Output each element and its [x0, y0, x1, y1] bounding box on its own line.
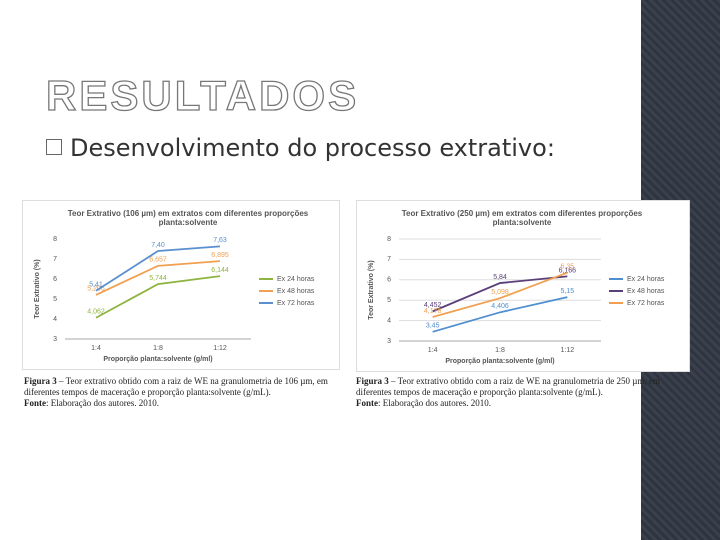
source-text: : Elaboração dos autores. 2010.: [46, 398, 159, 408]
x-axis-label: Proporção planta:solvente (g/ml): [445, 358, 554, 365]
data-label: 5,098: [491, 289, 509, 296]
y-tick-label: 3: [387, 338, 391, 345]
data-label: 4,452: [424, 302, 442, 309]
caption-text: – Teor extrativo obtido com a raiz de WE…: [356, 376, 660, 397]
data-label: 3,45: [426, 323, 440, 330]
data-label: 6,144: [211, 267, 229, 274]
x-axis-label: Proporção planta:solvente (g/ml): [103, 356, 212, 363]
caption-text: – Teor extrativo obtido com a raiz de WE…: [24, 376, 328, 397]
caption: Figura 3 – Teor extrativo obtido com a r…: [24, 376, 334, 409]
data-label: 5,744: [149, 275, 167, 282]
y-tick-label: 8: [387, 236, 391, 243]
chart: Teor Extrativo (250 µm) em extratos com …: [356, 200, 690, 372]
data-label: 5,206: [87, 286, 105, 293]
data-label: 6,166: [559, 267, 577, 274]
slide-title: RESULTADOS: [45, 71, 360, 119]
y-axis-label: Teor Extrativo (%): [34, 259, 41, 318]
caption: Figura 3 – Teor extrativo obtido com a r…: [356, 376, 686, 409]
data-label: 5,15: [561, 288, 575, 295]
y-tick-label: 5: [53, 296, 57, 303]
data-label: 6,35: [561, 264, 575, 271]
y-tick-label: 4: [387, 317, 391, 324]
data-label: 5,41: [89, 282, 103, 289]
y-tick-label: 4: [53, 316, 57, 323]
data-label: 5,84: [493, 274, 507, 281]
source-label: Fonte: [356, 398, 378, 408]
data-label: 7,40: [151, 242, 165, 249]
legend-label: Ex 72 horas: [277, 300, 315, 307]
chart-svg: 3 4 5 6 7 8 1:4 1:8 1:12 Proporção planta:solvent…: [368, 236, 665, 365]
data-label: 4,062: [87, 309, 105, 316]
data-label: 7,63: [213, 237, 227, 244]
caption-label: Figura 3: [356, 376, 389, 386]
legend-label: Ex 24 horas: [627, 276, 665, 283]
y-axis-label: Teor Extrativo (%): [368, 260, 375, 319]
y-tick-label: 5: [387, 297, 391, 304]
caption-label: Figura 3: [24, 376, 57, 386]
y-tick-label: 3: [53, 336, 57, 343]
x-tick-label: 1:12: [213, 345, 227, 352]
x-tick-label: 1:8: [495, 347, 505, 354]
legend-label: Ex 72 horas: [627, 300, 665, 307]
data-label: 4,406: [491, 303, 509, 310]
series-line: [432, 275, 568, 313]
data-label: 4,178: [424, 308, 442, 315]
data-label: 6,895: [211, 252, 229, 259]
series-line: [432, 296, 568, 333]
y-tick-label: 8: [53, 236, 57, 243]
legend-label: Ex 24 horas: [277, 276, 315, 283]
y-tick-label: 7: [387, 256, 391, 263]
series-line: [95, 245, 221, 292]
x-tick-label: 1:4: [91, 345, 101, 352]
source-label: Fonte: [24, 398, 46, 408]
x-tick-label: 1:4: [428, 347, 438, 354]
x-tick-label: 1:8: [153, 345, 163, 352]
data-label: 6,657: [149, 257, 167, 264]
y-tick-label: 6: [387, 277, 391, 284]
y-tick-label: 7: [53, 256, 57, 263]
bullet: Desenvolvimento do processo extrativo:: [46, 134, 555, 162]
source-text: : Elaboração dos autores. 2010.: [378, 398, 491, 408]
legend-label: Ex 48 horas: [277, 288, 315, 295]
chart-title: Teor Extrativo (106 µm) em extratos com …: [67, 209, 309, 227]
bullet-text: Desenvolvimento do processo extrativo:: [70, 134, 555, 162]
y-tick-label: 6: [53, 276, 57, 283]
series-line: [432, 271, 568, 318]
series-line: [95, 260, 221, 296]
chart-title: Teor Extrativo (250 µm) em extratos com …: [401, 209, 643, 227]
x-tick-label: 1:12: [561, 347, 575, 354]
legend-label: Ex 48 horas: [627, 288, 665, 295]
series-line: [95, 275, 221, 319]
chart: Teor Extrativo (106 µm) em extratos com …: [22, 200, 340, 370]
